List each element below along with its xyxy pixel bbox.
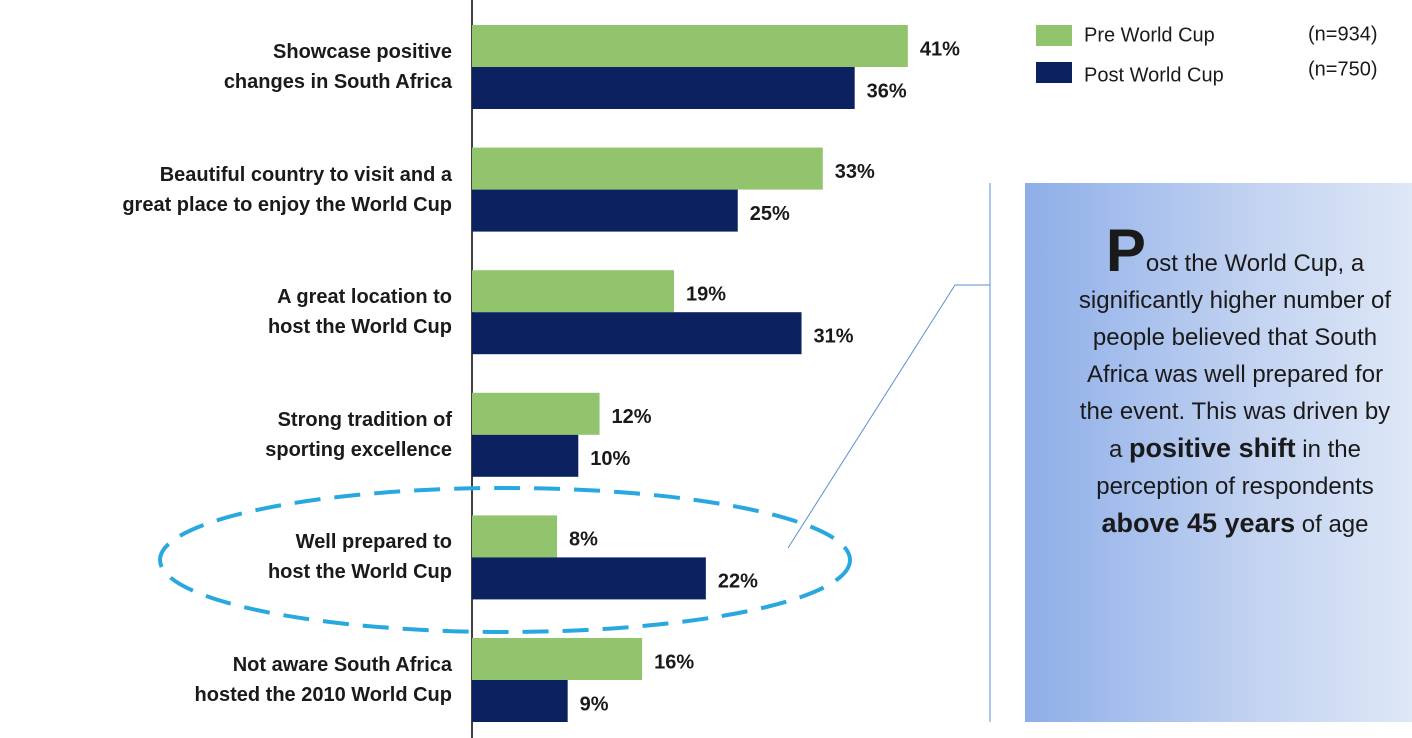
category-label: Showcase positive changes in South Afric…: [223, 41, 452, 93]
bar: [472, 67, 855, 109]
bar: [472, 312, 802, 355]
category-label: Well prepared to host the World Cup: [267, 531, 452, 584]
legend-label: Pre World Cup: [1084, 24, 1215, 46]
bar: [472, 434, 579, 477]
value-label: 36%: [867, 80, 907, 102]
bar: [472, 557, 706, 600]
annotation-part: ost the World Cup, a significantly highe…: [1078, 250, 1392, 463]
value-label: 33%: [835, 161, 875, 183]
annotation-box: Post the World Cup, a significantly high…: [1025, 183, 1412, 722]
value-label: 12%: [612, 406, 652, 428]
bar: [472, 392, 600, 435]
value-label: 19%: [686, 283, 726, 305]
bar: [472, 270, 674, 313]
legend-sample: (n=934): [1308, 23, 1378, 45]
bar: [472, 680, 568, 722]
category-label: Not aware South Africa hosted the 2010 W…: [194, 654, 452, 706]
category-label: A great location to host the World Cup: [267, 286, 452, 339]
bar: [472, 147, 823, 190]
connector: [787, 284, 990, 549]
value-label: 25%: [750, 203, 790, 225]
emphasis: positive shift: [1129, 433, 1296, 463]
annotation-part: of age: [1295, 511, 1369, 538]
bar: [472, 25, 908, 67]
bar: [472, 189, 738, 232]
legend-swatch: [1036, 62, 1072, 83]
bar: [472, 515, 558, 558]
value-label: 41%: [920, 38, 960, 60]
highlight-ellipse: [158, 486, 852, 634]
bar: [472, 638, 643, 680]
dropcap: P: [1105, 217, 1146, 284]
category-label: Strong tradition of sporting excellence: [265, 408, 452, 461]
value-label: 10%: [590, 448, 630, 470]
emphasis: above 45 years: [1101, 508, 1296, 538]
value-label: 31%: [814, 325, 854, 347]
legend-sample: (n=750): [1308, 58, 1378, 80]
value-label: 16%: [654, 651, 694, 673]
value-label: 9%: [580, 693, 609, 715]
value-label: 22%: [718, 571, 758, 593]
legend-label: Post World Cup: [1084, 64, 1224, 86]
category-label: Beautiful country to visit and a great p…: [122, 163, 452, 216]
annotation-part: in the perception of respondents: [1096, 436, 1374, 500]
legend-swatch: [1036, 25, 1072, 46]
annotation-text: Post the World Cup, a significantly high…: [1070, 221, 1400, 543]
value-label: 8%: [569, 529, 598, 551]
